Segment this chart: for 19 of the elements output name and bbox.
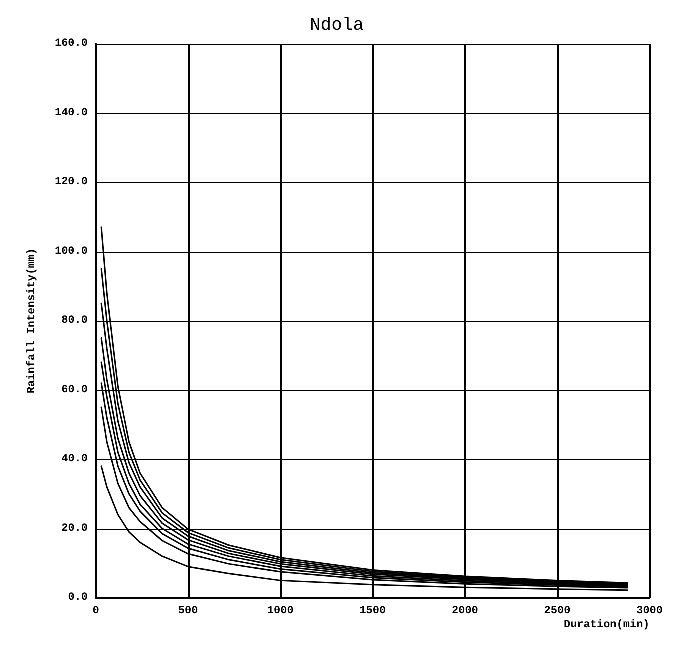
x-tick-label: 0	[92, 606, 100, 618]
y-tick-label: 40.0	[62, 454, 88, 466]
y-axis-title: Rainfall Intensity(mm)	[26, 248, 38, 394]
x-tick-label: 2000	[452, 606, 478, 618]
y-tick-label: 100.0	[54, 246, 88, 258]
y-tick-label: 160.0	[54, 38, 88, 50]
x-tick-label: 1500	[360, 606, 386, 618]
y-tick-label: 0.0	[68, 592, 88, 604]
x-tick-label: 500	[178, 606, 198, 618]
x-tick-label: 3000	[636, 606, 663, 618]
x-tick-label: 2500	[544, 606, 571, 618]
x-axis-title: Duration(min)	[564, 620, 650, 632]
y-tick-label: 60.0	[62, 384, 88, 396]
x-tick-label: 1000	[267, 606, 294, 618]
y-tick-label: 140.0	[54, 107, 88, 120]
y-tick-label: 20.0	[62, 522, 88, 535]
chart-title: Ndola	[310, 16, 364, 36]
y-tick-label: 80.0	[62, 315, 88, 327]
y-tick-label: 120.0	[54, 176, 88, 188]
